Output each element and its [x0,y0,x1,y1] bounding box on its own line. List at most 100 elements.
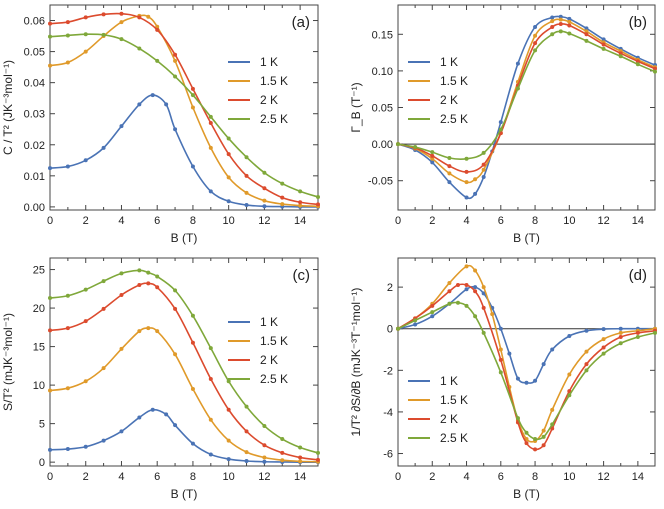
data-point [584,349,589,354]
data-point [146,14,151,19]
y-tick-label: 15 [33,342,45,354]
x-tick-label: 14 [294,215,306,227]
data-point [533,48,538,53]
plot-frame [397,4,656,211]
series-2-K [48,11,320,207]
data-point [524,430,529,435]
legend-label: 1 K [260,55,278,69]
series-1-5-K [396,264,657,444]
data-point [430,160,435,165]
data-point [208,417,213,422]
series-1-K [48,93,320,209]
data-point [119,124,124,129]
data-point [635,330,640,335]
data-point [208,114,213,119]
data-point [226,457,231,462]
series-line [397,15,656,200]
data-point [550,19,555,24]
data-point [473,289,478,294]
data-point [48,63,52,68]
x-tick-label: 12 [258,215,270,227]
data-point [65,293,70,298]
data-point [584,29,589,34]
data-point [48,447,52,452]
series-line [397,264,656,443]
data-point [150,93,155,98]
data-point [119,271,124,276]
data-point [226,152,231,157]
data-point [464,169,469,174]
y-tick-label: 5 [39,419,45,431]
data-point [464,283,469,288]
data-point [262,204,267,209]
data-point [262,443,267,448]
data-point [262,455,267,460]
data-point [413,145,418,150]
x-tick-label: 4 [118,471,124,483]
data-point [244,155,249,160]
data-point [119,37,124,42]
data-point [48,328,52,333]
data-point [481,305,486,310]
data-point [208,121,213,126]
data-point [447,156,452,161]
legend-label: 2 K [440,412,458,426]
data-point [464,180,469,185]
data-point [298,455,303,460]
y-axis-label: 1/T² ∂S/∂B (mJK⁻³T⁻¹mol⁻¹) [349,288,363,437]
data-point [298,203,303,208]
data-point [83,444,88,449]
x-tick-label: 0 [47,215,53,227]
data-point [618,51,623,56]
data-point [447,289,452,294]
data-point [119,292,124,297]
data-point [481,285,486,290]
data-point [262,459,267,464]
y-tick-label: 0.04 [24,78,45,90]
legend-label: 2 K [440,93,458,107]
data-point [653,69,657,74]
data-point [244,404,249,409]
y-tick-label: 0.05 [372,103,393,115]
data-point [119,11,124,16]
data-point [226,175,231,180]
x-tick-label: 6 [498,215,504,227]
data-point [464,303,469,308]
data-point [83,379,88,384]
data-point [515,86,520,91]
y-tick-label: 2 [387,282,393,294]
y-tick-label: 0.03 [24,109,45,121]
data-point [567,31,572,36]
legend-label: 1.5 K [260,334,288,348]
data-point [635,62,640,67]
data-point [190,93,195,98]
legend-label: 1.5 K [260,74,288,88]
data-point [137,46,142,51]
data-point [280,437,285,442]
series-2-K [396,22,657,174]
legend-label: 1.5 K [440,393,468,407]
data-point [533,33,538,38]
plot-frame [49,257,319,467]
y-tick-label: 0.06 [24,16,45,28]
x-tick-label: 4 [463,215,469,227]
data-point [190,340,195,345]
x-tick-label: 12 [597,215,609,227]
data-point [481,150,486,155]
data-point [618,341,623,346]
data-point [83,15,88,20]
data-point [101,366,106,371]
data-point [101,145,106,150]
data-point [567,23,572,28]
legend-label: 2.5 K [260,112,288,126]
data-point [558,17,563,22]
data-point [558,22,563,27]
data-point [65,447,70,452]
data-point [455,300,460,305]
data-point [481,175,486,180]
data-point [316,202,320,207]
legend-label: 1 K [440,55,458,69]
data-point [550,422,555,427]
data-point [541,434,546,439]
